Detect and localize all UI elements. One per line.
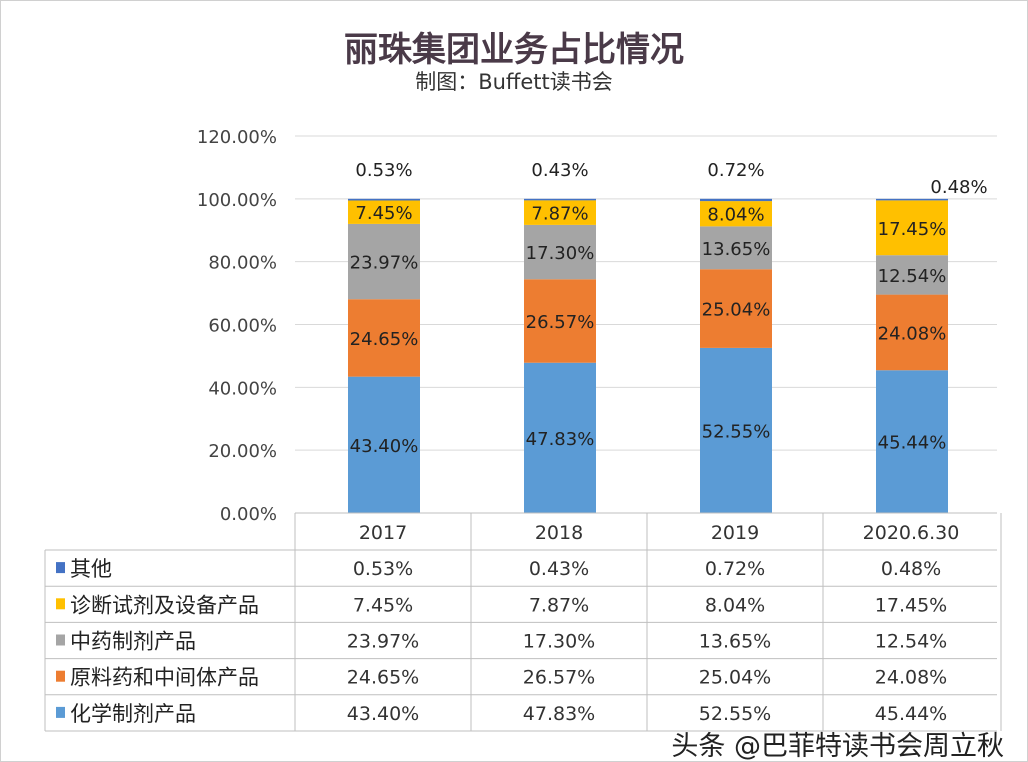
y-tick-label: 80.00% bbox=[208, 253, 277, 274]
bar-segment bbox=[524, 224, 596, 280]
table-cell: 0.72% bbox=[705, 558, 765, 580]
y-tick-label: 120.00% bbox=[197, 127, 277, 148]
bar-segment bbox=[876, 294, 948, 371]
table-cell: 24.65% bbox=[347, 667, 419, 689]
y-tick-label: 20.00% bbox=[208, 441, 277, 462]
bar-segment bbox=[348, 200, 420, 224]
legend-key bbox=[56, 706, 65, 718]
legend-label: 原料药和中间体产品 bbox=[70, 666, 259, 690]
data-label: 0.48% bbox=[930, 177, 987, 198]
table-cell: 25.04% bbox=[699, 667, 771, 689]
data-label: 43.40% bbox=[350, 436, 419, 457]
table-cell: 7.87% bbox=[529, 594, 589, 616]
data-label: 52.55% bbox=[702, 421, 771, 442]
table-cell: 8.04% bbox=[705, 594, 765, 616]
table-cell: 45.44% bbox=[875, 703, 947, 725]
legend-label: 化学制剂产品 bbox=[70, 702, 196, 726]
data-label: 25.04% bbox=[702, 300, 771, 321]
data-label: 0.43% bbox=[531, 160, 588, 181]
table-cell: 17.45% bbox=[875, 594, 947, 616]
data-label: 47.83% bbox=[526, 429, 595, 450]
table-cell: 43.40% bbox=[347, 703, 419, 725]
table-cell: 0.48% bbox=[881, 558, 941, 580]
data-label: 24.08% bbox=[878, 323, 947, 344]
bar-segment bbox=[348, 198, 420, 201]
table-cell: 7.45% bbox=[353, 594, 413, 616]
bar-segment bbox=[700, 201, 772, 227]
bar-segment bbox=[700, 347, 772, 513]
bar-segment bbox=[524, 198, 596, 201]
bar-segment bbox=[700, 198, 772, 202]
data-label: 0.72% bbox=[707, 160, 764, 181]
x-category-label: 2018 bbox=[535, 522, 583, 544]
data-label: 26.57% bbox=[526, 312, 595, 333]
x-category-label: 2017 bbox=[359, 522, 407, 544]
bar-segment bbox=[876, 255, 948, 295]
data-label: 23.97% bbox=[350, 253, 419, 274]
bar-segment bbox=[348, 223, 420, 300]
watermark: 头条 @巴菲特读书会周立秋 bbox=[671, 731, 1004, 762]
data-label: 13.65% bbox=[702, 239, 771, 260]
data-label: 12.54% bbox=[878, 266, 947, 287]
data-label: 17.45% bbox=[878, 219, 947, 240]
table-cell: 26.57% bbox=[523, 667, 595, 689]
data-label: 24.65% bbox=[350, 329, 419, 350]
bar-segment bbox=[524, 200, 596, 225]
bar-segment bbox=[876, 200, 948, 256]
table-cell: 13.65% bbox=[699, 631, 771, 653]
chart-subtitle: 制图：Buffett读书会 bbox=[415, 70, 613, 94]
x-category-label: 2020.6.30 bbox=[863, 522, 960, 544]
x-category-label: 2019 bbox=[711, 522, 759, 544]
table-cell: 47.83% bbox=[523, 703, 595, 725]
legend-key bbox=[56, 598, 65, 610]
bar-segment bbox=[700, 269, 772, 348]
bar-segment bbox=[524, 279, 596, 363]
legend-key bbox=[56, 670, 65, 682]
table-cell: 17.30% bbox=[523, 631, 595, 653]
table-cell: 12.54% bbox=[875, 631, 947, 653]
table-cell: 0.43% bbox=[529, 558, 589, 580]
legend-label: 中药制剂产品 bbox=[70, 630, 196, 654]
data-label: 8.04% bbox=[707, 205, 764, 226]
legend-label: 诊断试剂及设备产品 bbox=[70, 593, 259, 617]
data-label: 17.30% bbox=[526, 243, 595, 264]
y-tick-label: 40.00% bbox=[208, 378, 277, 399]
y-tick-label: 100.00% bbox=[197, 190, 277, 211]
legend-key bbox=[56, 562, 65, 574]
table-cell: 52.55% bbox=[699, 703, 771, 725]
table-cell: 0.53% bbox=[353, 558, 413, 580]
bar-segment bbox=[876, 198, 948, 201]
legend-key bbox=[56, 634, 65, 646]
data-label: 7.87% bbox=[531, 204, 588, 225]
table-cell: 23.97% bbox=[347, 631, 419, 653]
bar-segment bbox=[700, 226, 772, 270]
bar-segment bbox=[348, 299, 420, 377]
bar-segment bbox=[348, 376, 420, 513]
data-label: 7.45% bbox=[355, 203, 412, 224]
data-label: 0.53% bbox=[355, 160, 412, 181]
table-cell: 24.08% bbox=[875, 667, 947, 689]
y-tick-label: 0.00% bbox=[220, 504, 277, 525]
legend-label: 其他 bbox=[70, 557, 112, 581]
bar-segment bbox=[876, 370, 948, 513]
bar-segment bbox=[524, 362, 596, 513]
data-label: 45.44% bbox=[878, 433, 947, 454]
y-tick-label: 60.00% bbox=[208, 316, 277, 337]
chart-title: 丽珠集团业务占比情况 bbox=[344, 30, 684, 70]
